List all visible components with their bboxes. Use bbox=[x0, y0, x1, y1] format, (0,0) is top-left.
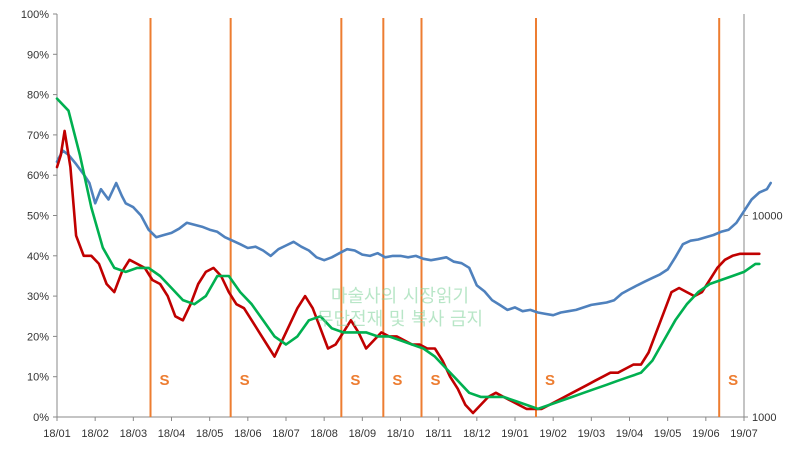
x-tick-label: 18/02 bbox=[81, 428, 109, 440]
sell-marker-label: S bbox=[240, 372, 250, 389]
series-lines bbox=[55, 97, 772, 415]
series-line-2 bbox=[55, 129, 761, 415]
x-tick-label: 18/03 bbox=[120, 428, 148, 440]
x-tick-label: 18/05 bbox=[196, 428, 224, 440]
x-tick-label: 18/08 bbox=[310, 428, 338, 440]
sell-marker-label: S bbox=[392, 372, 402, 389]
series-line-1 bbox=[55, 149, 772, 317]
x-tick-label: 18/06 bbox=[234, 428, 262, 440]
x-tick-label: 18/10 bbox=[387, 428, 415, 440]
y-left-tick-label: 50% bbox=[27, 211, 49, 223]
y-left-tick-label: 60% bbox=[27, 170, 49, 182]
x-tick-label: 19/03 bbox=[578, 428, 606, 440]
tick-labels: 0% 10% 20% 30% 40% 50% 60% 70% 80% 90% 100% 1000 100… bbox=[21, 9, 783, 440]
y-left-tick-label: 80% bbox=[27, 90, 49, 102]
x-tick-label: 19/06 bbox=[692, 428, 720, 440]
y-left-tick-label: 30% bbox=[27, 291, 49, 303]
x-tick-label: 19/07 bbox=[730, 428, 758, 440]
x-tick-label: 18/04 bbox=[158, 428, 186, 440]
y-left-tick-label: 100% bbox=[21, 9, 49, 21]
y-left-tick-label: 0% bbox=[33, 412, 49, 424]
y-right-tick-label: 10000 bbox=[752, 211, 783, 223]
x-tick-label: 18/11 bbox=[425, 428, 452, 440]
watermark: 마술사의 시장읽기 무단전재 및 복사 금지 bbox=[317, 286, 483, 330]
x-tick-label: 19/02 bbox=[539, 428, 567, 440]
watermark-line-1: 마술사의 시장읽기 bbox=[331, 286, 469, 307]
y-left-tick-label: 90% bbox=[27, 49, 49, 61]
x-tick-label: 19/05 bbox=[654, 428, 682, 440]
x-tick-label: 18/09 bbox=[349, 428, 377, 440]
sell-marker-label: S bbox=[728, 372, 738, 389]
sell-marker-label: S bbox=[430, 372, 440, 389]
x-tick-label: 18/12 bbox=[463, 428, 491, 440]
sell-marker-label: S bbox=[160, 372, 170, 389]
watermark-line-2: 무단전재 및 복사 금지 bbox=[317, 309, 483, 330]
axes bbox=[53, 13, 748, 421]
series-line-3 bbox=[55, 97, 761, 411]
x-tick-label: 19/04 bbox=[616, 428, 644, 440]
y-left-tick-label: 70% bbox=[27, 130, 49, 142]
x-tick-label: 18/01 bbox=[43, 428, 71, 440]
y-right-tick-label: 1000 bbox=[752, 412, 776, 424]
x-tick-label: 19/01 bbox=[501, 428, 529, 440]
y-left-tick-label: 20% bbox=[27, 331, 49, 343]
x-tick-label: 18/07 bbox=[272, 428, 300, 440]
y-left-tick-label: 10% bbox=[27, 372, 49, 384]
y-left-tick-label: 40% bbox=[27, 251, 49, 263]
sell-marker-label: S bbox=[545, 372, 555, 389]
sell-marker-label: S bbox=[350, 372, 360, 389]
